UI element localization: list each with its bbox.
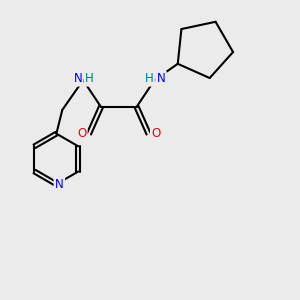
Text: O: O (151, 127, 160, 140)
Text: N: N (74, 72, 82, 85)
Text: H: H (145, 72, 154, 85)
Text: N: N (55, 178, 64, 191)
Text: H: H (85, 72, 94, 85)
Text: O: O (77, 127, 86, 140)
Text: N: N (157, 72, 165, 85)
